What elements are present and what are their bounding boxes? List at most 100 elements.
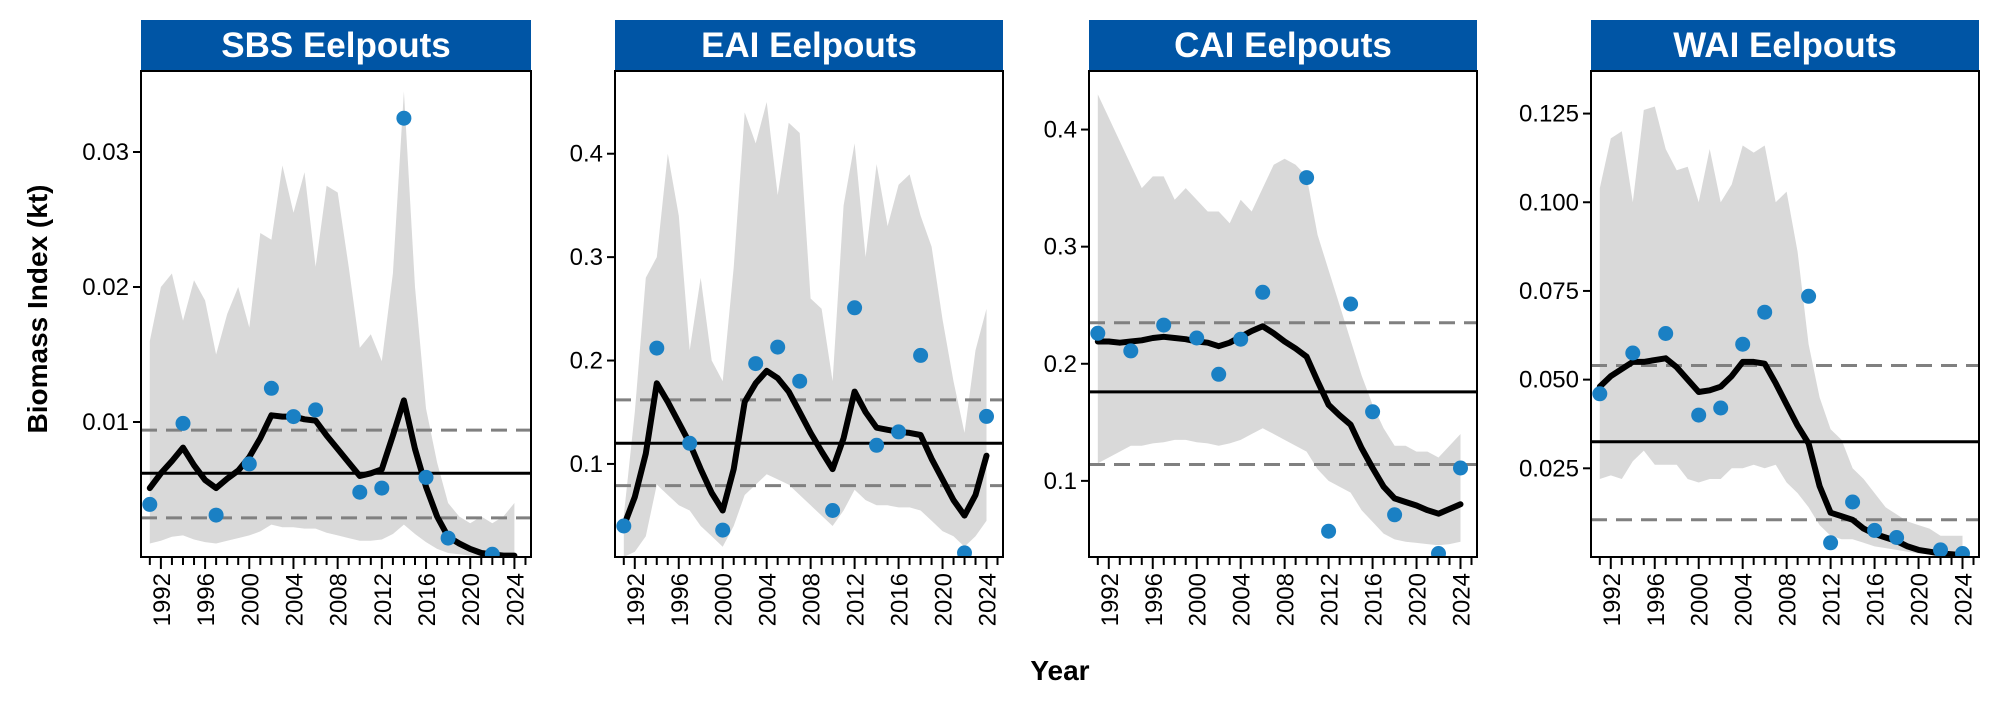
data-point: [352, 484, 368, 500]
trend-line: [620, 367, 990, 529]
confidence-ribbon: [623, 102, 987, 557]
data-point: [1255, 284, 1271, 300]
x-tick-label: 2012: [1819, 573, 1846, 626]
x-tick-label: 1992: [1097, 573, 1124, 626]
x-tick-label: 2012: [370, 573, 397, 626]
x-tick-label: 2000: [1185, 573, 1212, 626]
x-axis-title: Year: [1030, 655, 1089, 686]
x-tick-label: 2020: [458, 573, 485, 626]
y-tick-label: 0.3: [570, 244, 603, 271]
panel-title: WAI Eelpouts: [1673, 26, 1897, 65]
data-point: [1933, 542, 1948, 557]
y-tick-label: 0.01: [82, 409, 129, 436]
data-point: [957, 545, 972, 557]
data-point: [1592, 386, 1608, 402]
data-point: [715, 522, 731, 538]
data-point: [1955, 546, 1970, 557]
data-point: [1867, 522, 1883, 538]
y-tick-label: 0.1: [570, 451, 603, 478]
data-point: [396, 110, 412, 126]
data-point: [1625, 345, 1641, 361]
panel-border: [1590, 70, 1980, 558]
data-point: [418, 469, 434, 485]
data-point: [440, 530, 456, 546]
data-point: [1189, 330, 1205, 346]
data-point: [1658, 326, 1674, 341]
data-point: [1365, 404, 1381, 420]
y-axis-title: Biomass Index (kt): [22, 185, 53, 434]
x-tick-label: 2024: [1449, 573, 1476, 626]
x-tick-label: 2016: [414, 573, 441, 626]
y-tick-label: 0.4: [570, 141, 603, 168]
x-tick-label: 2012: [1317, 573, 1344, 626]
data-point: [1123, 343, 1139, 359]
x-tick-label: 1996: [667, 573, 694, 626]
y-tick-label: 0.050: [1519, 367, 1579, 394]
data-point: [1343, 296, 1359, 312]
panel-border: [1088, 70, 1478, 558]
y-tick-label: 0.2: [1044, 351, 1077, 378]
panel-border: [614, 70, 1004, 558]
data-point: [979, 408, 994, 424]
plot-area: [1591, 106, 1979, 557]
x-tick-label: 2016: [1361, 573, 1388, 626]
panel-strip: [615, 20, 1003, 71]
x-tick-label: 2020: [1405, 573, 1432, 626]
confidence-ribbon: [1097, 94, 1461, 546]
data-point: [825, 503, 841, 518]
x-tick-label: 2012: [843, 573, 870, 626]
y-tick-label: 0.125: [1519, 101, 1579, 128]
panel-border: [140, 70, 532, 558]
panel-title: EAI Eelpouts: [701, 26, 917, 65]
panel-2: EAI Eelpouts 1992 1996 2000 2004 2008 2012 2016…: [570, 20, 1004, 626]
panel-title: CAI Eelpouts: [1174, 26, 1392, 65]
x-tick-label: 2004: [282, 573, 309, 626]
data-point: [208, 507, 224, 523]
data-point: [847, 300, 863, 316]
x-tick-label: 1992: [1599, 573, 1626, 626]
data-point: [1090, 325, 1106, 341]
x-tick-label: 2024: [975, 573, 1002, 626]
panel-strip: [1089, 20, 1477, 71]
data-point: [1735, 336, 1751, 352]
y-tick-label: 0.2: [570, 348, 603, 375]
y-tick-label: 0.03: [82, 139, 129, 166]
data-point: [1387, 507, 1403, 523]
plot-area: [615, 102, 1003, 557]
data-point: [263, 380, 279, 396]
data-point: [241, 456, 257, 472]
trend-line: [1596, 355, 1966, 557]
x-tick-label: 2020: [931, 573, 958, 626]
data-point: [770, 339, 786, 355]
data-point: [1845, 494, 1861, 510]
data-point: [142, 496, 158, 512]
data-point: [913, 347, 929, 363]
x-tick-label: 1992: [623, 573, 650, 626]
x-tick-label: 1996: [1643, 573, 1670, 626]
x-tick-label: 1992: [149, 573, 176, 626]
panel-1: SBS Eelpouts 1992 1996 2000 2004 2008 2012 2016…: [82, 20, 532, 626]
y-tick-label: 0.3: [1044, 234, 1077, 261]
confidence-ribbon: [1599, 106, 1963, 556]
x-tick-label: 2016: [887, 573, 914, 626]
x-tick-label: 2000: [1687, 573, 1714, 626]
x-tick-label: 1996: [193, 573, 220, 626]
y-tick-label: 0.025: [1519, 455, 1579, 482]
x-tick-label: 2000: [711, 573, 738, 626]
y-tick-label: 0.4: [1044, 117, 1077, 144]
data-point: [374, 480, 390, 496]
data-point: [616, 518, 632, 534]
trend-line: [1094, 323, 1464, 517]
x-tick-label: 2008: [1273, 573, 1300, 626]
x-tick-label: 2004: [1731, 573, 1758, 626]
x-tick-label: 2000: [237, 573, 264, 626]
plot-area: [141, 91, 531, 557]
x-tick-label: 2008: [799, 573, 826, 626]
data-point: [1889, 530, 1905, 545]
data-point: [869, 437, 885, 453]
data-point: [792, 373, 808, 389]
data-point: [308, 402, 324, 418]
data-point: [1453, 460, 1468, 476]
plot-area: [1089, 94, 1477, 557]
